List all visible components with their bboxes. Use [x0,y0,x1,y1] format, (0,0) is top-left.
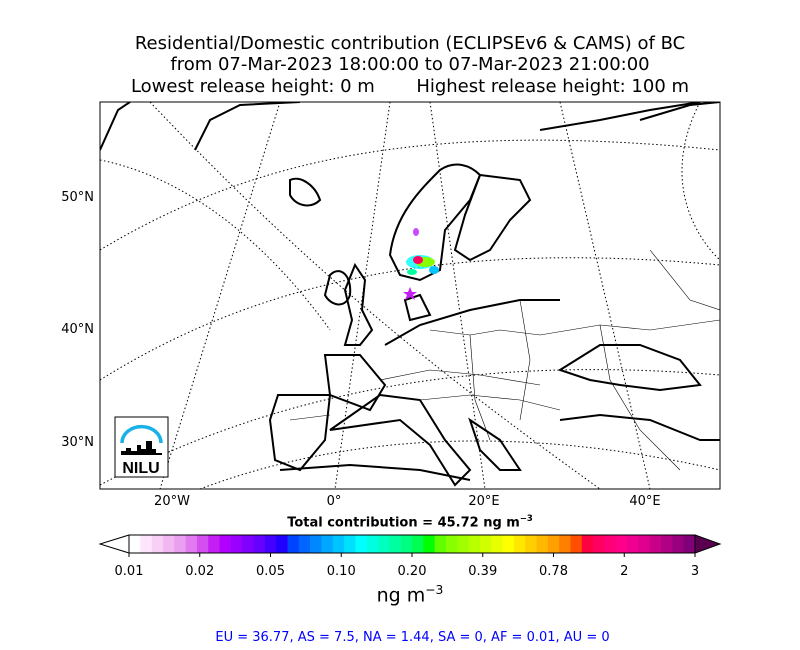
colorbar-segment [683,535,696,553]
title-line-1: Residential/Domestic contribution (ECLIP… [134,33,686,54]
colorbar-segment [378,535,390,553]
colorbar-segment [242,535,255,553]
colorbar-segment [434,535,447,553]
colorbar-segment [615,535,628,553]
colorbar-segment [445,535,458,553]
colorbar-segment [366,535,379,553]
colorbar-segment [230,535,243,553]
colorbar-segment [627,535,639,553]
colorbar-segment [491,535,504,553]
colorbar-segment [151,535,164,553]
colorbar-segment [253,535,266,553]
svg-text:NILU: NILU [122,460,159,477]
borders [289,249,720,471]
colorbar-segment [649,535,662,553]
lowest-release-height: Lowest release height: 0 m [130,76,375,97]
colorbar-segment [581,535,594,553]
colorbar-segment [412,535,424,553]
map-frame [99,101,721,490]
colorbar-segment [638,535,651,553]
colorbar-over-extend [694,534,722,554]
colorbar-segment [287,535,300,553]
colorbar-tick-label: 0.01 [114,564,144,579]
colorbar-segment [593,535,605,553]
nilu-logo: NILU [114,416,169,478]
total-contribution: Total contribution = 45.72 ng m−3 [287,513,533,531]
colorbar-segment [344,535,356,553]
colorbar-segment [140,535,153,553]
graticule [100,102,720,489]
colorbar-tick-label: 0.39 [468,564,498,579]
concentration-plume [403,228,439,300]
colorbar-segment [185,535,198,553]
source-star-marker [403,287,417,300]
colorbar-segment [400,535,413,553]
colorbar-segment [423,535,436,553]
colorbar-tick-label: 0.78 [539,564,568,579]
colorbar-segment [479,535,492,553]
colorbar-segment [468,535,481,553]
lon-label-20e: 20°E [468,494,500,509]
colorbar-segment [321,535,334,553]
colorbar-segment [162,535,175,553]
colorbar-segment [355,535,368,553]
colorbar-segment [559,535,571,553]
lon-label-40e: 40°E [629,494,661,509]
lat-label-40n: 40°N [61,322,94,337]
colorbar-segment [276,535,288,553]
colorbar-tick-label: 2 [620,564,629,579]
colorbar-segment [604,535,617,553]
colorbar-segment [525,535,538,553]
regional-contributions: EU = 36.77, AS = 7.5, NA = 1.44, SA = 0,… [215,630,610,645]
highest-release-height: Highest release height: 100 m [416,76,690,97]
colorbar-segment [661,535,673,553]
colorbar-tick-label: 0.20 [397,564,427,579]
colorbar-segment [129,535,141,553]
colorbar-segment [389,535,402,553]
colorbar-segment [547,535,560,553]
lon-label-20w: 20°W [154,494,190,509]
title-line-3: Lowest release height: 0 m Highest relea… [0,76,800,97]
colorbar-segment [298,535,311,553]
colorbar-tick-label: 0.10 [326,564,356,579]
colorbar-segment [196,535,209,553]
colorbar [98,534,722,557]
colorbar-segment [536,535,549,553]
colorbar-unit: ng m−3 [376,583,444,607]
colorbar-segment [672,535,685,553]
colorbar-tick-label: 3 [690,564,700,579]
colorbar-segment [208,535,221,553]
coastlines [100,102,720,487]
lat-label-50n: 50°N [61,190,94,205]
colorbar-segment [513,535,526,553]
lat-label-30n: 30°N [61,435,94,450]
title-line-2: from 07-Mar-2023 18:00:00 to 07-Mar-2023… [170,54,650,75]
colorbar-segment [502,535,515,553]
colorbar-segment [570,535,583,553]
colorbar-tick-label: 0.05 [256,564,285,579]
lon-label-0: 0° [326,494,342,509]
colorbar-under-extend [98,534,130,554]
colorbar-segment [264,535,277,553]
colorbar-segment [310,535,322,553]
colorbar-segment [174,535,187,553]
colorbar-segment [332,535,345,553]
colorbar-tick-label: 0.02 [185,564,215,579]
colorbar-segment [457,535,470,553]
colorbar-segment [219,535,232,553]
